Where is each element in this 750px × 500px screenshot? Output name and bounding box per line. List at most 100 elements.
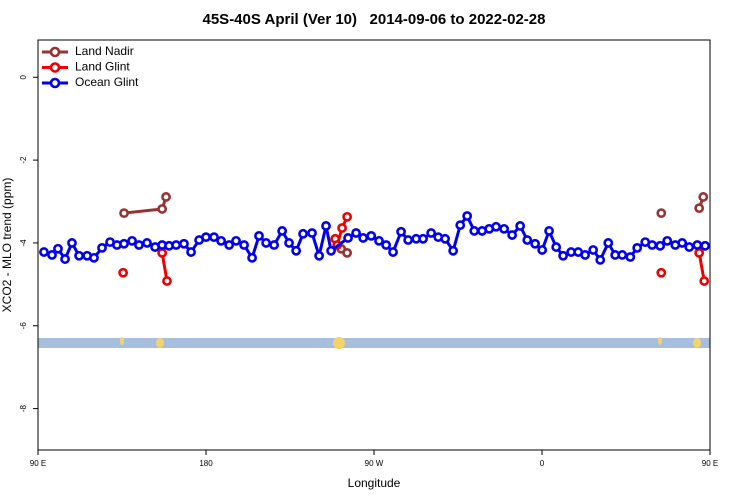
y-tick-label: -8 xyxy=(19,404,28,412)
data-point xyxy=(209,232,219,243)
data-point xyxy=(134,240,144,250)
data-point xyxy=(595,255,606,265)
data-point xyxy=(47,250,57,260)
y-tick-label: -6 xyxy=(19,322,28,330)
data-point xyxy=(515,221,526,231)
land-patch xyxy=(333,337,345,349)
data-point xyxy=(261,238,272,248)
data-point xyxy=(551,242,562,252)
x-tick-label: 180 xyxy=(199,459,213,468)
data-point xyxy=(342,247,353,258)
data-point xyxy=(537,245,548,255)
ocean-band xyxy=(38,338,710,348)
data-point xyxy=(142,238,152,248)
data-point xyxy=(692,240,703,250)
data-point xyxy=(127,235,137,246)
data-point xyxy=(337,223,347,233)
data-point xyxy=(284,238,294,248)
data-point xyxy=(89,252,99,263)
data-point xyxy=(507,230,518,240)
land-patch xyxy=(120,337,124,345)
x-tick-label: 0 xyxy=(540,459,545,468)
data-point xyxy=(694,203,705,214)
legend-label: Land Glint xyxy=(75,60,130,74)
legend-label: Land Nadir xyxy=(75,44,134,58)
y-tick-label: -2 xyxy=(19,156,28,164)
data-point xyxy=(522,235,533,245)
data-point xyxy=(277,226,288,236)
land-patch xyxy=(156,338,164,348)
data-point xyxy=(162,276,172,286)
data-point xyxy=(426,228,437,238)
data-point xyxy=(588,245,599,255)
data-point xyxy=(291,245,302,256)
data-point xyxy=(67,238,77,248)
data-point xyxy=(396,226,406,237)
data-point xyxy=(448,245,459,256)
data-point xyxy=(374,235,384,246)
surface-band xyxy=(38,337,710,349)
data-point xyxy=(558,250,568,261)
data-point xyxy=(74,250,84,261)
data-point xyxy=(247,252,258,263)
data-point xyxy=(662,235,673,246)
data-point xyxy=(366,230,377,241)
data-point xyxy=(455,220,466,231)
data-point xyxy=(179,238,189,249)
land-patch xyxy=(658,337,662,345)
data-point xyxy=(314,250,325,261)
x-tick-label: 90 W xyxy=(365,459,384,468)
data-point xyxy=(491,221,501,232)
data-point xyxy=(161,192,171,202)
data-point xyxy=(358,233,369,243)
data-point xyxy=(603,238,614,248)
data-point xyxy=(254,230,264,241)
data-point xyxy=(224,240,235,250)
data-point xyxy=(677,238,688,248)
data-point xyxy=(351,228,361,238)
data-point xyxy=(171,240,182,250)
data-point xyxy=(216,235,227,246)
data-point xyxy=(462,211,473,221)
legend-marker xyxy=(49,77,61,89)
data-point xyxy=(617,250,628,260)
data-point xyxy=(186,247,196,257)
data-point xyxy=(157,247,168,258)
data-point xyxy=(53,243,63,254)
data-point xyxy=(530,238,540,249)
data-point xyxy=(381,240,392,250)
data-point xyxy=(119,238,129,249)
data-point xyxy=(326,245,336,256)
data-point xyxy=(60,254,70,264)
data-point xyxy=(298,228,308,239)
data-point xyxy=(656,208,667,219)
data-point xyxy=(321,221,331,231)
data-point xyxy=(269,240,280,250)
data-point xyxy=(700,240,711,251)
data-point xyxy=(239,240,249,250)
data-point xyxy=(698,192,709,202)
data-point xyxy=(403,235,414,245)
data-point xyxy=(97,242,107,253)
data-point xyxy=(157,204,168,214)
y-axis-label: XCO2 - MLO trend (ppm) xyxy=(0,178,14,313)
data-point xyxy=(119,208,129,219)
y-tick-label: 0 xyxy=(19,74,28,79)
legend-marker xyxy=(49,46,61,58)
data-point xyxy=(632,242,643,253)
data-point xyxy=(469,226,480,236)
data-point xyxy=(418,233,428,244)
data-point xyxy=(201,232,211,243)
data-point xyxy=(499,223,510,234)
data-point xyxy=(625,252,636,262)
data-point xyxy=(307,228,317,238)
y-tick-label: -4 xyxy=(19,239,28,247)
data-point xyxy=(388,247,398,257)
data-point xyxy=(656,267,667,278)
chart-title: 45S-40S April (Ver 10) 2014-09-06 to 202… xyxy=(203,11,546,28)
data-point xyxy=(544,226,554,236)
x-tick-label: 90 E xyxy=(702,459,718,468)
data-point xyxy=(694,247,705,258)
x-tick-label: 90 E xyxy=(30,459,46,468)
data-point xyxy=(342,211,353,222)
